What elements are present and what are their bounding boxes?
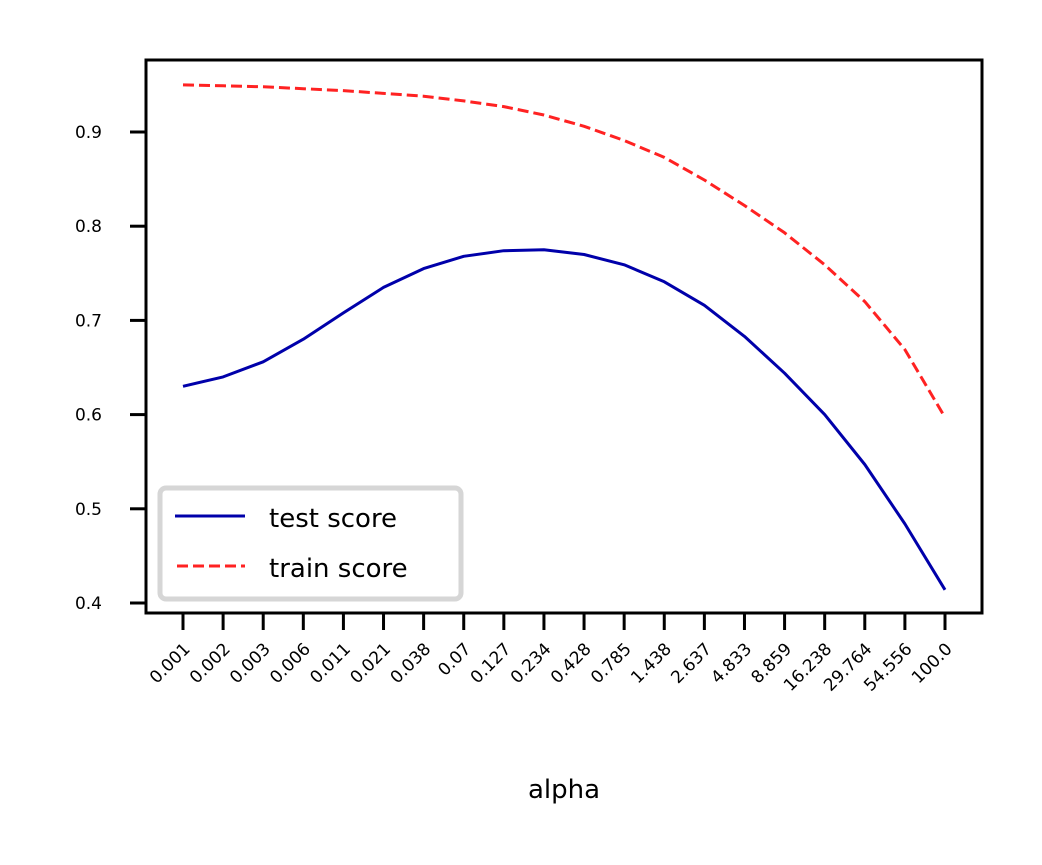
plot-area (182, 83, 947, 591)
y-tick-label: 0.6 (75, 406, 102, 426)
legend-label-train: train score (269, 554, 408, 584)
y-tick-label: 0.8 (75, 217, 102, 237)
axes-frame (144, 58, 984, 615)
y-tick-label: 0.7 (75, 311, 102, 331)
test-score-line (182, 248, 947, 591)
legend-label-test: test score (269, 504, 397, 534)
x-axis-label: alpha (528, 775, 600, 805)
y-tick-label: 0.5 (75, 500, 102, 520)
legend: test score train score (157, 485, 464, 602)
y-axis: 0.4 0.5 0.6 0.7 0.8 0.9 (75, 123, 146, 614)
train-score-line (182, 83, 947, 419)
y-tick-label: 0.4 (75, 594, 102, 614)
y-tick-label: 0.9 (75, 123, 102, 143)
